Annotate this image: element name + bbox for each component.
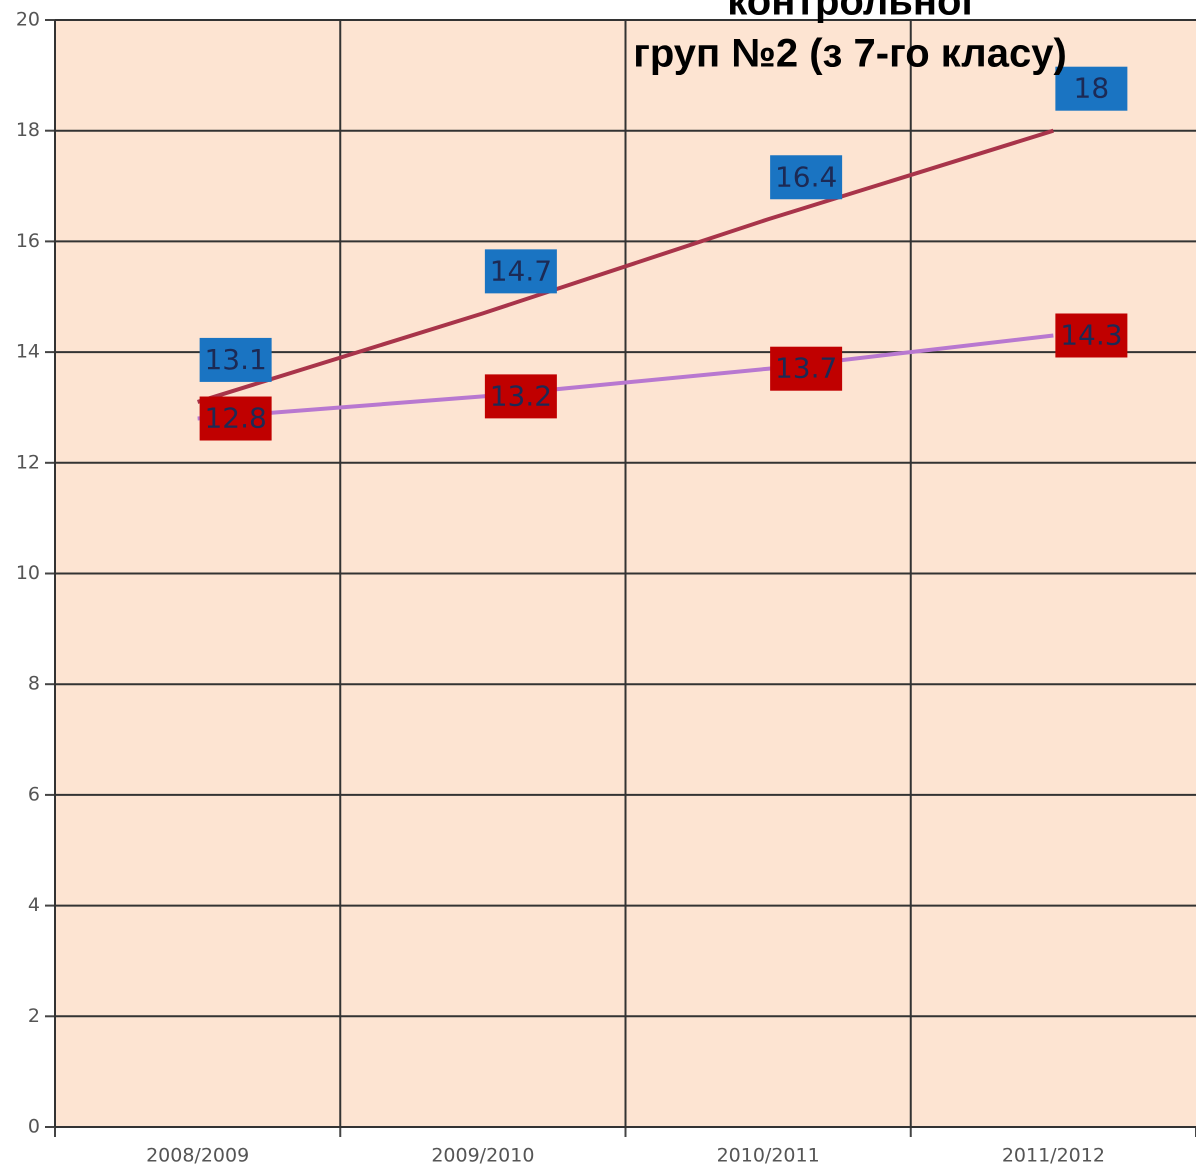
value-label: 13.1 <box>204 343 266 376</box>
x-tick-label: 2008/2009 <box>146 1145 249 1167</box>
value-label: 12.8 <box>204 402 266 435</box>
value-label-box <box>484 374 557 419</box>
y-tick-label: 4 <box>28 894 40 916</box>
value-label-box <box>770 155 843 200</box>
x-tick-label: 2011/2012 <box>1002 1145 1105 1167</box>
series-line <box>197 128 1054 404</box>
y-tick-label: 20 <box>16 9 40 31</box>
value-label: 18 <box>1074 72 1110 105</box>
y-tick-label: 10 <box>16 562 40 584</box>
y-tick-label: 12 <box>16 451 40 473</box>
value-label: 16.4 <box>775 160 837 193</box>
value-label-box <box>199 337 272 382</box>
value-label: 14.3 <box>1060 318 1122 351</box>
y-tick-label: 16 <box>16 230 40 252</box>
y-tick-label: 8 <box>28 673 40 695</box>
value-label: 13.7 <box>775 352 837 385</box>
value-label: 14.7 <box>490 254 552 287</box>
x-tick-label: 2009/2010 <box>431 1145 534 1167</box>
y-tick-label: 14 <box>16 341 40 363</box>
value-label: 13.2 <box>490 379 552 412</box>
value-label-box <box>199 396 272 441</box>
y-tick-label: 2 <box>28 1005 40 1027</box>
value-label-box <box>770 346 843 391</box>
x-tick-label: 2010/2011 <box>717 1145 820 1167</box>
y-tick-label: 0 <box>28 1116 40 1138</box>
value-label-box <box>1055 66 1128 111</box>
series-line <box>197 333 1054 421</box>
chart-title: контрольної <box>727 0 973 24</box>
chart-title: груп №2 (з 7-го класу) <box>633 32 1067 76</box>
value-label-box <box>484 249 557 294</box>
value-label-box <box>1055 313 1128 358</box>
y-tick-label: 18 <box>16 119 40 141</box>
y-tick-label: 6 <box>28 783 40 805</box>
